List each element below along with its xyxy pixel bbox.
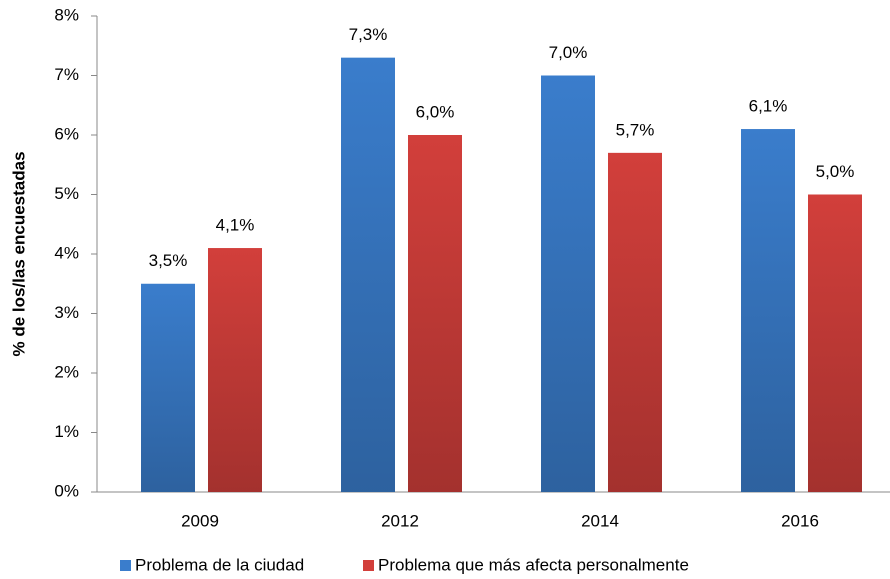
y-tick-label: 3%	[54, 303, 79, 322]
value-label: 7,3%	[349, 25, 388, 44]
bar	[608, 152, 662, 492]
value-label: 5,0%	[816, 162, 855, 181]
bar	[141, 283, 195, 492]
legend-swatch	[363, 560, 374, 571]
x-tick-label: 2014	[581, 511, 619, 530]
legend-label: Problema que más afecta personalmente	[378, 555, 689, 574]
bar	[208, 248, 262, 492]
y-tick-label: 6%	[54, 124, 79, 143]
y-axis-title: % de los/las encuestadas	[9, 151, 28, 356]
legend-swatch	[120, 560, 131, 571]
value-label: 6,0%	[416, 102, 455, 121]
y-tick-label: 8%	[54, 5, 79, 24]
bar	[408, 135, 462, 492]
y-tick-label: 4%	[54, 243, 79, 262]
x-tick-label: 2009	[181, 511, 219, 530]
value-label: 6,1%	[749, 97, 788, 116]
value-label: 5,7%	[616, 120, 655, 139]
x-tick-label: 2012	[381, 511, 419, 530]
bar	[541, 75, 595, 492]
y-tick-label: 2%	[54, 362, 79, 381]
y-tick-label: 5%	[54, 184, 79, 203]
bar	[808, 194, 862, 492]
value-label: 4,1%	[216, 216, 255, 235]
y-tick-label: 7%	[54, 65, 79, 84]
y-tick-label: 0%	[54, 481, 79, 500]
y-tick-label: 1%	[54, 422, 79, 441]
value-label: 3,5%	[149, 251, 188, 270]
legend-label: Problema de la ciudad	[135, 555, 304, 574]
bar	[341, 57, 395, 493]
x-tick-label: 2016	[781, 511, 819, 530]
bar	[741, 129, 795, 493]
value-label: 7,0%	[549, 43, 588, 62]
